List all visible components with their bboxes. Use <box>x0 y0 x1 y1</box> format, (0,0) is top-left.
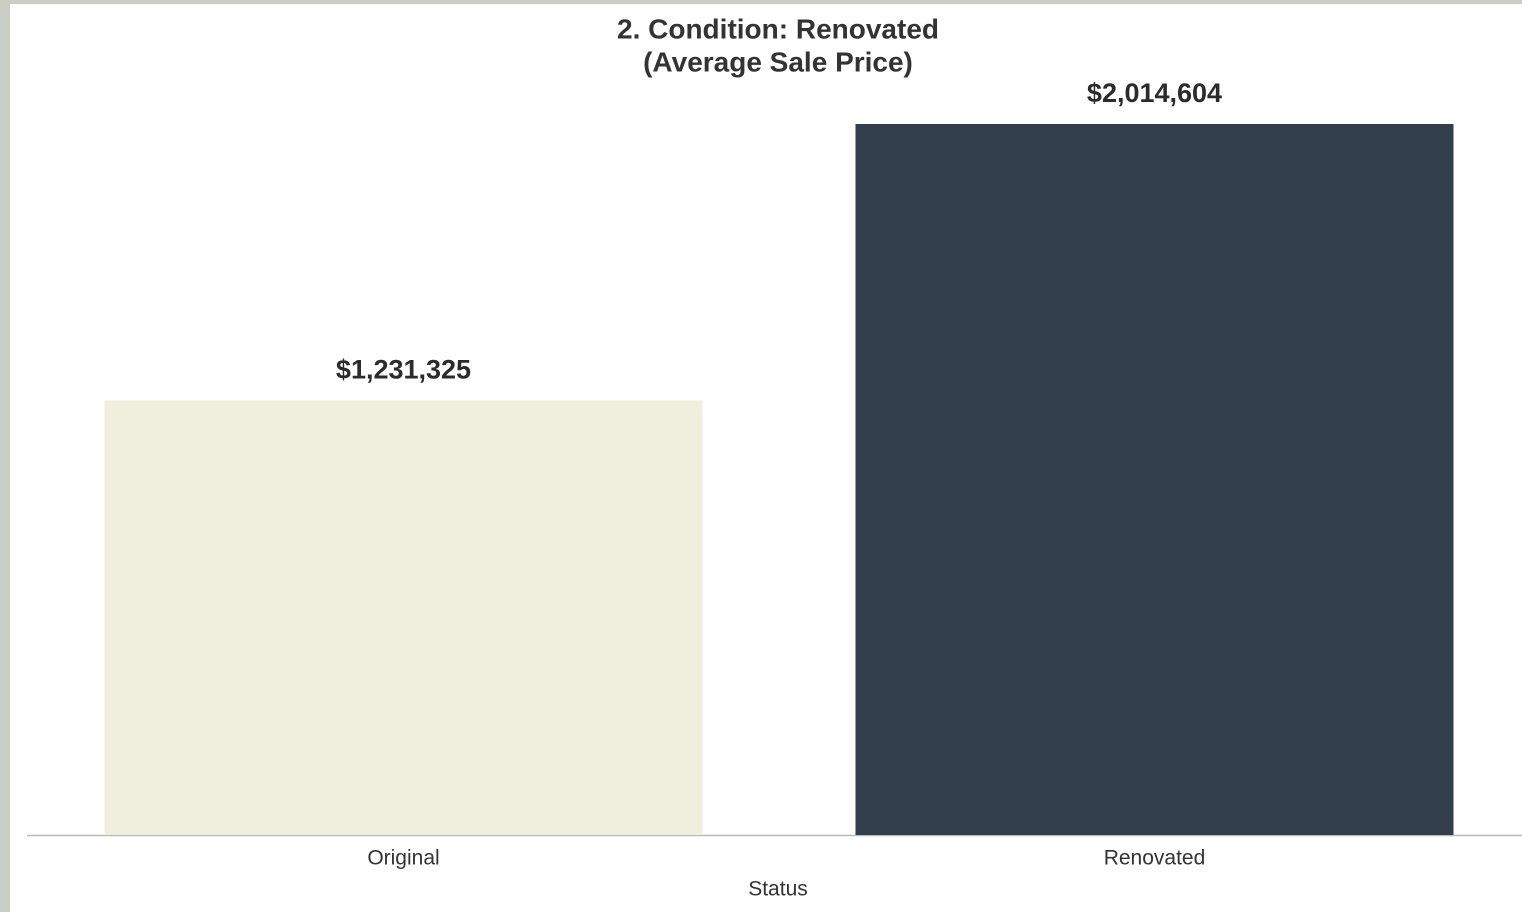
bar <box>855 124 1454 835</box>
x-tick-label: Renovated <box>1104 847 1206 870</box>
x-tick-label: Original <box>367 847 439 870</box>
x-axis-label: Status <box>748 878 808 901</box>
chart-title: 2. Condition: Renovated <box>617 13 939 44</box>
chart-title: (Average Sale Price) <box>643 46 913 77</box>
bar <box>104 400 703 835</box>
value-label: $1,231,325 <box>336 355 471 385</box>
value-label: $2,014,604 <box>1087 78 1222 108</box>
